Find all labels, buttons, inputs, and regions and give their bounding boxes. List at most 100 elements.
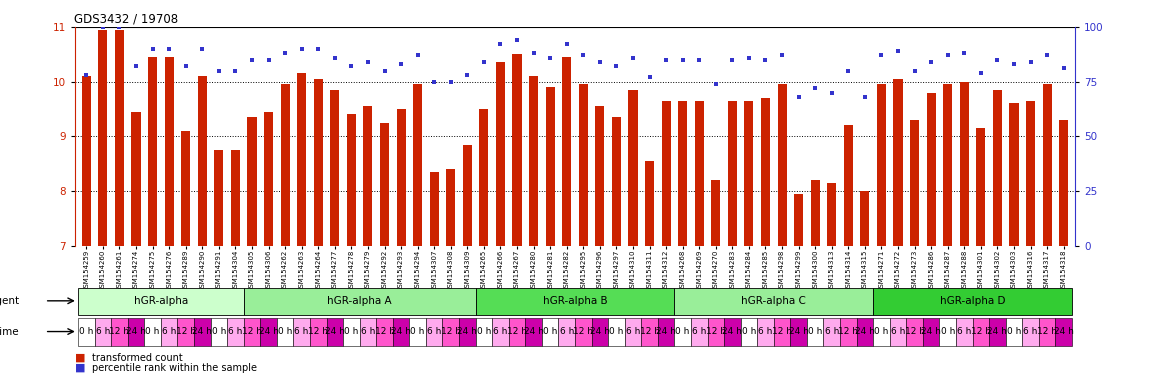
Point <box>690 56 708 63</box>
Bar <box>844 126 853 246</box>
Text: 6 h: 6 h <box>692 327 706 336</box>
Point <box>822 89 841 96</box>
Bar <box>927 93 936 246</box>
Point <box>292 46 311 52</box>
Text: 24 h: 24 h <box>789 327 808 336</box>
Bar <box>827 183 836 246</box>
Bar <box>545 87 554 246</box>
Text: 0 h: 0 h <box>543 327 558 336</box>
Point <box>309 46 328 52</box>
Point <box>889 48 907 54</box>
Point <box>723 56 742 63</box>
Point <box>243 56 261 63</box>
Point <box>922 59 941 65</box>
Text: hGR-alpha D: hGR-alpha D <box>940 296 1005 306</box>
Bar <box>542 318 559 346</box>
Text: 24 h: 24 h <box>988 327 1007 336</box>
Bar <box>480 109 489 246</box>
Bar <box>973 318 989 346</box>
Bar <box>214 150 223 246</box>
Bar <box>793 194 803 246</box>
Text: 12 h: 12 h <box>905 327 925 336</box>
Bar <box>578 84 588 246</box>
Bar <box>343 318 360 346</box>
Bar <box>894 79 903 246</box>
Bar <box>873 318 890 346</box>
Text: 0 h: 0 h <box>79 327 93 336</box>
Text: 6 h: 6 h <box>626 327 641 336</box>
Point <box>856 94 874 100</box>
Bar <box>360 318 376 346</box>
Bar <box>492 318 508 346</box>
Bar <box>161 318 177 346</box>
Text: 6 h: 6 h <box>560 327 574 336</box>
Text: 6 h: 6 h <box>427 327 442 336</box>
Bar <box>943 84 952 246</box>
Bar <box>293 318 310 346</box>
Bar <box>330 90 339 246</box>
Point <box>607 63 626 70</box>
Bar <box>890 318 906 346</box>
Point <box>144 46 162 52</box>
Text: 0 h: 0 h <box>742 327 756 336</box>
Text: percentile rank within the sample: percentile rank within the sample <box>92 363 256 373</box>
Text: 24 h: 24 h <box>921 327 941 336</box>
Bar <box>177 318 194 346</box>
Bar <box>575 318 591 346</box>
Point <box>359 59 377 65</box>
Bar <box>608 318 624 346</box>
Point <box>1005 61 1024 67</box>
Bar <box>562 57 572 246</box>
Bar <box>596 106 605 246</box>
Text: 6 h: 6 h <box>1024 327 1037 336</box>
Point <box>375 68 393 74</box>
Point <box>739 55 758 61</box>
Point <box>558 41 576 48</box>
Point <box>806 85 825 91</box>
Point <box>426 79 444 85</box>
Text: hGR-alpha: hGR-alpha <box>133 296 187 306</box>
Bar <box>228 318 244 346</box>
Text: transformed count: transformed count <box>92 353 183 363</box>
Text: 12 h: 12 h <box>176 327 196 336</box>
Text: 0 h: 0 h <box>675 327 690 336</box>
Bar <box>376 318 393 346</box>
Point <box>789 94 807 100</box>
Bar <box>82 76 91 246</box>
Text: 24 h: 24 h <box>657 327 676 336</box>
Bar <box>409 318 426 346</box>
Bar <box>707 318 724 346</box>
Bar <box>297 73 306 246</box>
Bar <box>508 318 526 346</box>
Text: 0 h: 0 h <box>610 327 623 336</box>
Bar <box>210 318 228 346</box>
Point <box>988 56 1006 63</box>
Point <box>126 63 145 70</box>
Text: 6 h: 6 h <box>957 327 972 336</box>
Text: 6 h: 6 h <box>228 327 243 336</box>
Bar <box>976 128 986 246</box>
Text: hGR-alpha C: hGR-alpha C <box>742 296 806 306</box>
Bar <box>1026 101 1035 246</box>
Bar <box>628 90 637 246</box>
Bar <box>744 101 753 246</box>
Bar <box>363 106 373 246</box>
Point <box>177 63 196 70</box>
Bar <box>496 63 505 246</box>
Bar <box>78 318 94 346</box>
Bar <box>529 76 538 246</box>
Bar <box>112 318 128 346</box>
Bar <box>94 318 112 346</box>
Bar <box>164 57 174 246</box>
Text: 12 h: 12 h <box>242 327 262 336</box>
Point <box>773 52 791 58</box>
Text: GDS3432 / 19708: GDS3432 / 19708 <box>74 13 178 26</box>
Text: 6 h: 6 h <box>758 327 773 336</box>
Bar <box>397 109 406 246</box>
Text: 0 h: 0 h <box>212 327 227 336</box>
Bar <box>327 318 343 346</box>
Bar <box>78 288 244 315</box>
Bar <box>1059 120 1068 246</box>
Point <box>872 52 890 58</box>
Text: 24 h: 24 h <box>854 327 875 336</box>
